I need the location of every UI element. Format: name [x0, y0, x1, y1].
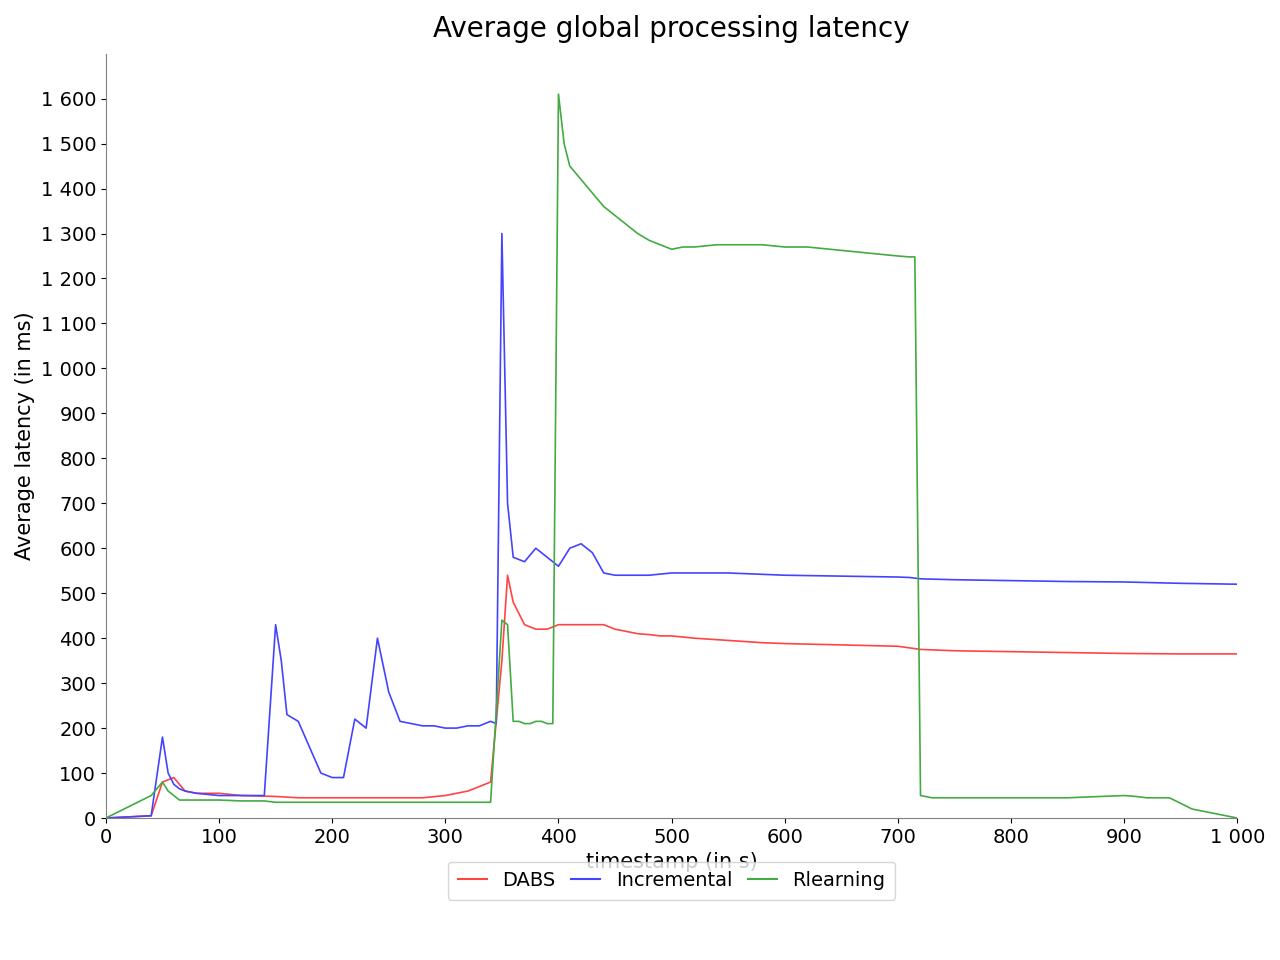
- DABS: [618, 626, 634, 637]
- Rlearning: [1184, 804, 1199, 815]
- Incremental: [274, 655, 289, 666]
- Rlearning: [1230, 812, 1245, 824]
- DABS: [99, 812, 114, 824]
- DABS: [539, 623, 554, 635]
- DABS: [686, 633, 701, 644]
- Line: DABS: DABS: [106, 575, 1238, 818]
- DABS: [188, 787, 204, 799]
- Incremental: [539, 551, 554, 563]
- DABS: [155, 777, 170, 788]
- Rlearning: [381, 797, 397, 808]
- DABS: [890, 640, 905, 652]
- DABS: [596, 619, 612, 631]
- DABS: [664, 630, 680, 641]
- DABS: [1004, 646, 1019, 658]
- DABS: [172, 779, 187, 790]
- Incremental: [494, 228, 509, 239]
- Y-axis label: Average latency (in ms): Average latency (in ms): [15, 312, 35, 560]
- X-axis label: timestamp (in s): timestamp (in s): [586, 852, 758, 873]
- DABS: [607, 623, 622, 635]
- DABS: [494, 655, 509, 666]
- DABS: [1116, 648, 1132, 660]
- DABS: [562, 619, 577, 631]
- DABS: [653, 630, 668, 641]
- Incremental: [291, 715, 306, 727]
- Incremental: [901, 572, 916, 584]
- DABS: [211, 787, 227, 799]
- DABS: [529, 623, 544, 635]
- DABS: [500, 569, 516, 581]
- DABS: [178, 785, 193, 797]
- DABS: [947, 645, 963, 657]
- DABS: [291, 792, 306, 804]
- Rlearning: [1004, 792, 1019, 804]
- Rlearning: [539, 718, 554, 730]
- Line: Rlearning: Rlearning: [106, 94, 1238, 818]
- DABS: [483, 777, 498, 788]
- DABS: [777, 637, 792, 649]
- DABS: [381, 792, 397, 804]
- DABS: [1230, 648, 1245, 660]
- DABS: [550, 619, 566, 631]
- Rlearning: [99, 812, 114, 824]
- DABS: [754, 636, 769, 648]
- DABS: [506, 596, 521, 608]
- DABS: [325, 792, 340, 804]
- Line: Incremental: Incremental: [106, 233, 1238, 818]
- Incremental: [381, 686, 397, 698]
- DABS: [1172, 648, 1188, 660]
- Legend: DABS, Incremental, Rlearning: DABS, Incremental, Rlearning: [448, 861, 895, 900]
- DABS: [833, 639, 849, 651]
- DABS: [585, 619, 600, 631]
- DABS: [166, 772, 182, 783]
- DABS: [438, 790, 453, 802]
- DABS: [415, 792, 430, 804]
- DABS: [347, 792, 362, 804]
- DABS: [143, 810, 159, 822]
- DABS: [268, 791, 283, 803]
- DABS: [641, 629, 657, 640]
- DABS: [573, 619, 589, 631]
- DABS: [461, 785, 476, 797]
- DABS: [1060, 647, 1075, 659]
- Incremental: [1230, 579, 1245, 590]
- Incremental: [99, 812, 114, 824]
- Rlearning: [550, 88, 566, 100]
- DABS: [913, 643, 928, 655]
- Title: Average global processing latency: Average global processing latency: [434, 15, 910, 43]
- DABS: [234, 790, 250, 802]
- DABS: [517, 619, 532, 631]
- Rlearning: [596, 201, 612, 212]
- DABS: [721, 635, 736, 646]
- DABS: [630, 628, 645, 639]
- Incremental: [500, 497, 516, 509]
- Rlearning: [494, 614, 509, 626]
